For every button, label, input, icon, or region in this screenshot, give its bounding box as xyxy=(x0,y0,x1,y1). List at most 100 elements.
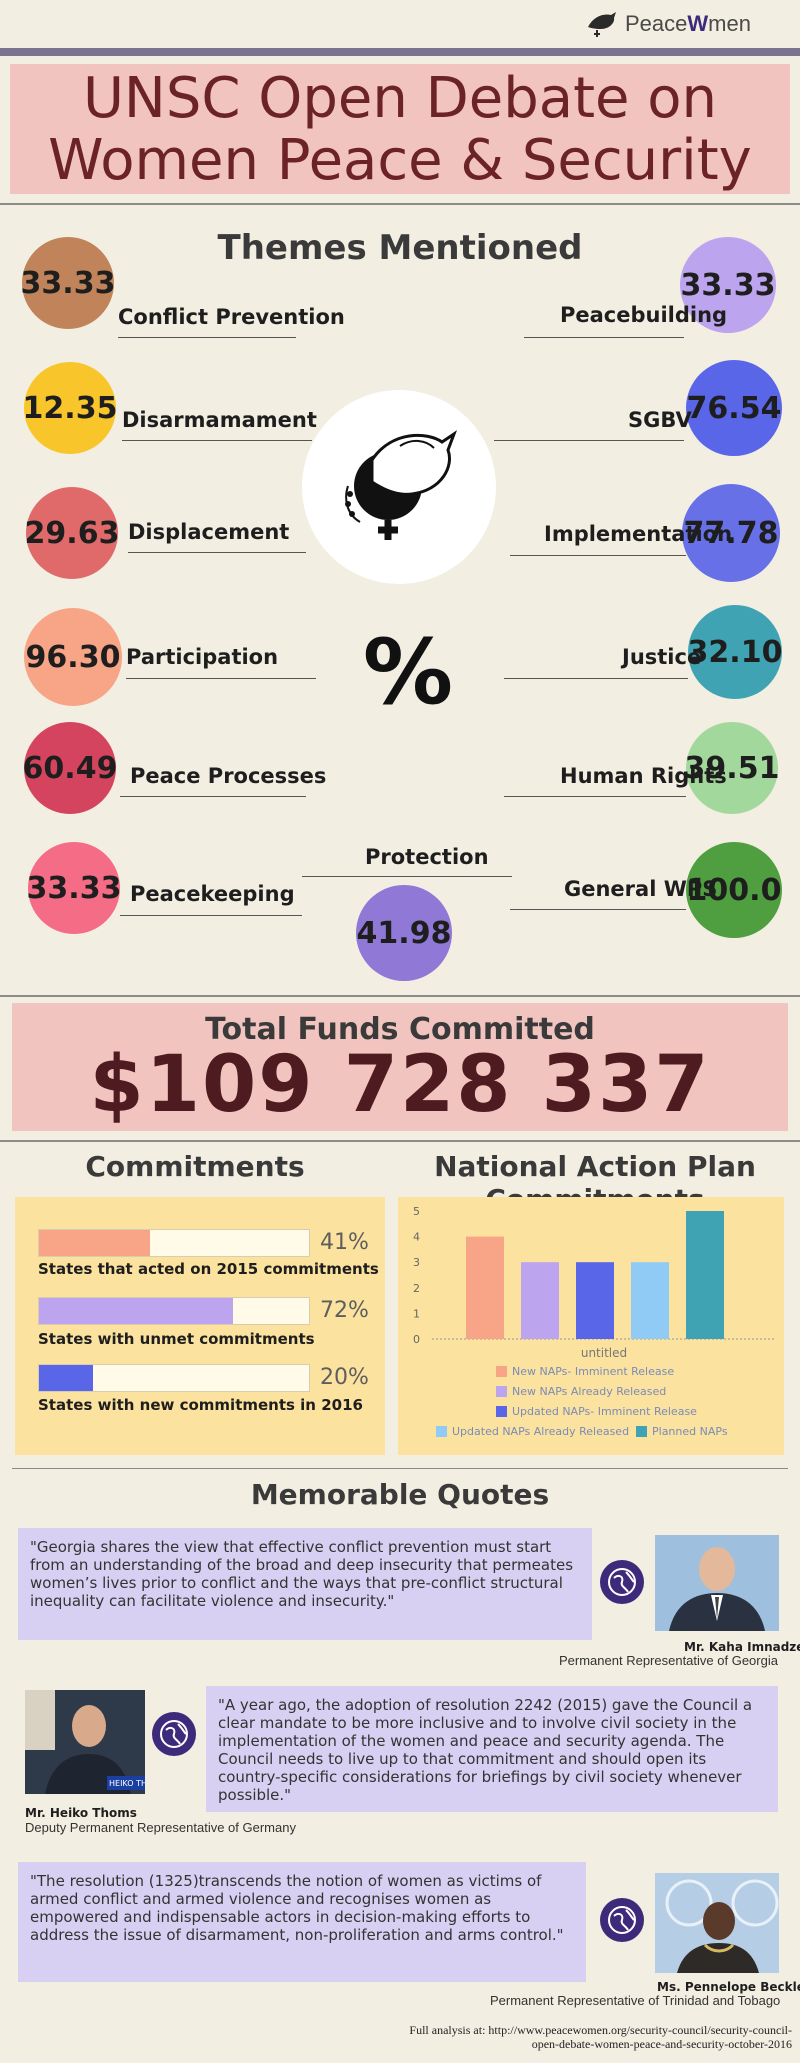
y-tick-label: 0 xyxy=(413,1333,420,1346)
commitments-divider xyxy=(12,1468,788,1469)
progress-caption: States with unmet commitments xyxy=(38,1330,315,1348)
theme-label-sgbv: SGBV xyxy=(628,408,692,432)
legend-item: Updated NAPs- Imminent Release xyxy=(496,1405,697,1418)
legend-item: Updated NAPs Already Released xyxy=(436,1425,629,1438)
theme-rule xyxy=(126,678,316,679)
theme-circle-sgbv: 76.54 xyxy=(686,360,782,456)
progress-fill xyxy=(39,1365,93,1391)
logo-text: PeaceWmen xyxy=(625,11,751,36)
y-tick-label: 2 xyxy=(413,1282,420,1295)
footer-line-2: open-debate-women-peace-and-security-oct… xyxy=(531,2037,792,2051)
theme-rule xyxy=(494,440,684,441)
theme-label-peace-processes: Peace Processes xyxy=(130,764,327,788)
legend-item: New NAPs- Imminent Release xyxy=(496,1365,674,1378)
quote-text-1: "Georgia shares the view that effective … xyxy=(18,1528,592,1640)
progress-percent: 72% xyxy=(320,1298,369,1323)
bar-2 xyxy=(521,1262,559,1339)
progress-percent: 20% xyxy=(320,1365,369,1390)
legend-label: Planned NAPs xyxy=(652,1425,728,1438)
bar-4 xyxy=(631,1262,669,1339)
y-tick-label: 5 xyxy=(413,1205,420,1218)
nap-chart-panel: 0 1 2 3 4 5 untitled New NAPs- Imminent Releas… xyxy=(398,1197,784,1455)
funds-label: Total Funds Committed xyxy=(205,1012,595,1047)
y-tick-label: 1 xyxy=(413,1307,420,1320)
funds-banner xyxy=(12,1003,788,1131)
progress-fill xyxy=(39,1230,150,1256)
theme-circle-protection: 41.98 xyxy=(356,885,452,981)
progress-caption: States that acted on 2015 commitments xyxy=(38,1260,379,1278)
theme-circle-displacement: 29.63 xyxy=(25,487,119,579)
theme-label-human-rights: Human Rights xyxy=(560,764,727,788)
page-title-line-2: Women Peace & Security xyxy=(48,128,752,193)
theme-label-protection: Protection xyxy=(365,845,489,869)
theme-rule xyxy=(118,337,296,338)
peacewomen-logo: PeaceWmen xyxy=(585,4,785,44)
theme-rule xyxy=(120,796,306,797)
theme-circle-implementation: 77.78 xyxy=(682,484,780,582)
footer-line-1: Full analysis at: http://www.peacewomen.… xyxy=(409,2023,792,2037)
photo-kaha-imnadze xyxy=(655,1535,779,1631)
theme-label-disarmament: Disarmamament xyxy=(122,408,317,432)
theme-label-peacebuilding: Peacebuilding xyxy=(560,303,728,327)
legend-label: New NAPs Already Released xyxy=(512,1385,667,1398)
theme-rule xyxy=(504,678,688,679)
theme-rule xyxy=(122,440,312,441)
theme-rule xyxy=(120,915,302,916)
legend-label: Updated NAPs- Imminent Release xyxy=(512,1405,697,1418)
commitments-heading: Commitments xyxy=(85,1150,305,1183)
y-tick-label: 4 xyxy=(413,1231,420,1244)
theme-circle-disarmament: 12.35 xyxy=(23,362,117,454)
quotes-heading: Memorable Quotes xyxy=(250,1478,550,1511)
bar-5 xyxy=(686,1211,724,1339)
title-banner: UNSC Open Debate on Women Peace & Securi… xyxy=(10,64,790,194)
person-role-2: Deputy Permanent Representative of Germa… xyxy=(25,1820,296,1835)
percent-symbol: % xyxy=(362,620,454,725)
progress-bar-acted-2015 xyxy=(38,1229,310,1257)
top-divider xyxy=(0,48,800,56)
theme-label-participation: Participation xyxy=(126,645,279,669)
footer-source-note: Full analysis at: http://www.peacewomen.… xyxy=(300,2023,792,2051)
theme-rule xyxy=(510,555,686,556)
funds-value: $109 728 337 xyxy=(89,1040,711,1130)
commitments-panel: 41% States that acted on 2015 commitment… xyxy=(15,1197,385,1455)
legend-swatch xyxy=(436,1426,447,1437)
photo-heiko-thoms: HEIKO THO xyxy=(25,1690,145,1794)
progress-caption: States with new commitments in 2016 xyxy=(38,1396,363,1414)
quote-text-3: "The resolution (1325)transcends the not… xyxy=(18,1862,586,1982)
legend-swatch xyxy=(496,1366,507,1377)
theme-circle-participation: 96.30 xyxy=(24,608,122,706)
theme-rule xyxy=(302,876,512,877)
globe-icon xyxy=(600,1898,644,1942)
theme-rule xyxy=(504,796,686,797)
photo-pennelope-beckles xyxy=(655,1873,779,1973)
person-role-1: Permanent Representative of Georgia xyxy=(559,1653,778,1668)
legend-item: Planned NAPs xyxy=(636,1425,728,1438)
bar-1 xyxy=(466,1236,504,1339)
title-divider xyxy=(0,203,800,205)
theme-label-conflict-prevention: Conflict Prevention xyxy=(118,305,345,329)
page-title-line-1: UNSC Open Debate on xyxy=(82,66,718,131)
theme-rule xyxy=(524,337,684,338)
globe-icon xyxy=(600,1560,644,1604)
globe-icon xyxy=(152,1712,196,1756)
legend-swatch xyxy=(496,1406,507,1417)
legend-swatch xyxy=(636,1426,647,1437)
person-name-3: Ms. Pennelope Beckles xyxy=(657,1980,800,1994)
theme-label-general-wps: General WPS xyxy=(564,877,718,901)
theme-circle-peace-processes: 60.49 xyxy=(23,722,117,814)
theme-circle-human-rights: 39.51 xyxy=(685,722,779,814)
person-name-2: Mr. Heiko Thoms xyxy=(25,1806,137,1820)
quote-text-2: "A year ago, the adoption of resolution … xyxy=(206,1686,778,1812)
nap-bar-chart: 0 1 2 3 4 5 untitled xyxy=(413,1205,774,1360)
x-axis-label: untitled xyxy=(581,1346,627,1360)
legend-item: New NAPs Already Released xyxy=(496,1385,666,1398)
theme-circle-peacebuilding: 33.33 xyxy=(680,237,776,333)
legend-swatch xyxy=(496,1386,507,1397)
theme-circle-conflict-prevention: 33.33 xyxy=(21,237,115,329)
theme-circle-justice: 32.10 xyxy=(688,605,782,699)
progress-bar-unmet xyxy=(38,1297,310,1325)
funds-divider xyxy=(0,1140,800,1142)
theme-circle-general-wps: 100.0 xyxy=(686,842,782,938)
progress-bar-new-2016 xyxy=(38,1364,310,1392)
theme-circle-peacekeeping: 33.33 xyxy=(27,842,121,934)
